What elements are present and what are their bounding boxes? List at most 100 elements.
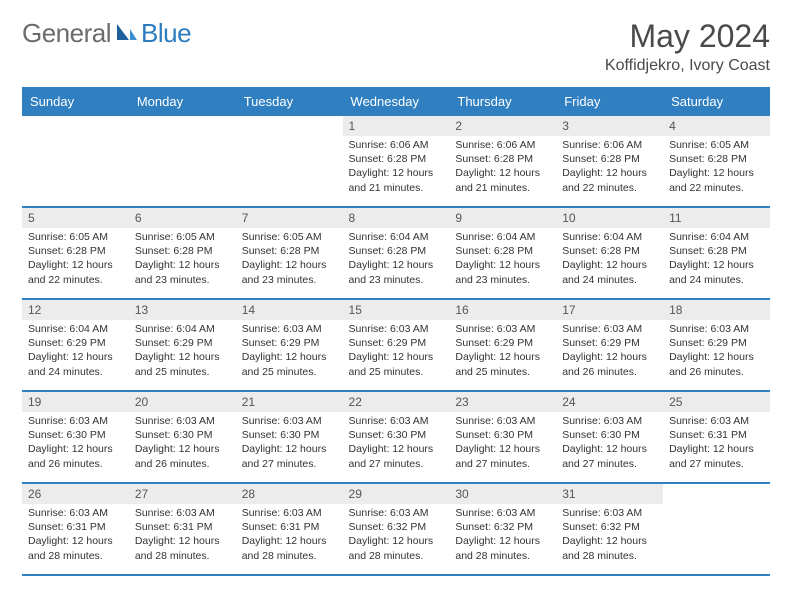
daylight-line: Daylight: 12 hours and 27 minutes. <box>455 442 550 470</box>
calendar-row: 5Sunrise: 6:05 AMSunset: 6:28 PMDaylight… <box>22 207 770 299</box>
calendar-cell: 4Sunrise: 6:05 AMSunset: 6:28 PMDaylight… <box>663 115 770 207</box>
sunrise-line: Sunrise: 6:03 AM <box>455 322 550 336</box>
calendar-cell: 7Sunrise: 6:05 AMSunset: 6:28 PMDaylight… <box>236 207 343 299</box>
calendar-cell: 25Sunrise: 6:03 AMSunset: 6:31 PMDayligh… <box>663 391 770 483</box>
day-content: Sunrise: 6:03 AMSunset: 6:29 PMDaylight:… <box>236 320 343 383</box>
sunrise-line: Sunrise: 6:04 AM <box>455 230 550 244</box>
day-number: 28 <box>236 484 343 504</box>
sunset-line: Sunset: 6:29 PM <box>242 336 337 350</box>
sunset-line: Sunset: 6:28 PM <box>562 244 657 258</box>
day-content: Sunrise: 6:06 AMSunset: 6:28 PMDaylight:… <box>556 136 663 199</box>
daylight-line: Daylight: 12 hours and 27 minutes. <box>562 442 657 470</box>
sunset-line: Sunset: 6:28 PM <box>455 244 550 258</box>
sunset-line: Sunset: 6:29 PM <box>349 336 444 350</box>
day-number: 17 <box>556 300 663 320</box>
calendar-cell: 20Sunrise: 6:03 AMSunset: 6:30 PMDayligh… <box>129 391 236 483</box>
weekday-header: Tuesday <box>236 88 343 115</box>
day-content: Sunrise: 6:03 AMSunset: 6:30 PMDaylight:… <box>556 412 663 475</box>
daylight-line: Daylight: 12 hours and 27 minutes. <box>242 442 337 470</box>
calendar-cell: 18Sunrise: 6:03 AMSunset: 6:29 PMDayligh… <box>663 299 770 391</box>
sunrise-line: Sunrise: 6:04 AM <box>669 230 764 244</box>
day-content: Sunrise: 6:03 AMSunset: 6:31 PMDaylight:… <box>236 504 343 567</box>
sunrise-line: Sunrise: 6:03 AM <box>242 322 337 336</box>
calendar-cell <box>236 115 343 207</box>
location: Koffidjekro, Ivory Coast <box>605 57 770 75</box>
daylight-line: Daylight: 12 hours and 24 minutes. <box>28 350 123 378</box>
day-number: 9 <box>449 208 556 228</box>
day-number: 31 <box>556 484 663 504</box>
sunrise-line: Sunrise: 6:03 AM <box>562 322 657 336</box>
sunrise-line: Sunrise: 6:03 AM <box>242 414 337 428</box>
day-number: 25 <box>663 392 770 412</box>
sunrise-line: Sunrise: 6:03 AM <box>349 414 444 428</box>
day-content: Sunrise: 6:05 AMSunset: 6:28 PMDaylight:… <box>129 228 236 291</box>
daylight-line: Daylight: 12 hours and 23 minutes. <box>135 258 230 286</box>
calendar-cell: 30Sunrise: 6:03 AMSunset: 6:32 PMDayligh… <box>449 483 556 575</box>
sunset-line: Sunset: 6:28 PM <box>349 152 444 166</box>
daylight-line: Daylight: 12 hours and 25 minutes. <box>349 350 444 378</box>
daylight-line: Daylight: 12 hours and 22 minutes. <box>562 166 657 194</box>
day-number: 20 <box>129 392 236 412</box>
daylight-line: Daylight: 12 hours and 23 minutes. <box>349 258 444 286</box>
daylight-line: Daylight: 12 hours and 28 minutes. <box>455 534 550 562</box>
sunset-line: Sunset: 6:30 PM <box>28 428 123 442</box>
weekday-header-row: Sunday Monday Tuesday Wednesday Thursday… <box>22 88 770 115</box>
sunrise-line: Sunrise: 6:05 AM <box>669 138 764 152</box>
daylight-line: Daylight: 12 hours and 28 minutes. <box>562 534 657 562</box>
day-number: 3 <box>556 116 663 136</box>
sunrise-line: Sunrise: 6:03 AM <box>455 506 550 520</box>
daylight-line: Daylight: 12 hours and 21 minutes. <box>455 166 550 194</box>
calendar-cell <box>129 115 236 207</box>
day-content: Sunrise: 6:04 AMSunset: 6:29 PMDaylight:… <box>129 320 236 383</box>
calendar-cell: 23Sunrise: 6:03 AMSunset: 6:30 PMDayligh… <box>449 391 556 483</box>
sunrise-line: Sunrise: 6:06 AM <box>455 138 550 152</box>
day-number: 10 <box>556 208 663 228</box>
calendar-cell: 19Sunrise: 6:03 AMSunset: 6:30 PMDayligh… <box>22 391 129 483</box>
daylight-line: Daylight: 12 hours and 23 minutes. <box>455 258 550 286</box>
sunset-line: Sunset: 6:30 PM <box>455 428 550 442</box>
sunset-line: Sunset: 6:29 PM <box>28 336 123 350</box>
calendar-cell: 1Sunrise: 6:06 AMSunset: 6:28 PMDaylight… <box>343 115 450 207</box>
calendar-cell <box>663 483 770 575</box>
calendar-cell: 22Sunrise: 6:03 AMSunset: 6:30 PMDayligh… <box>343 391 450 483</box>
sunrise-line: Sunrise: 6:03 AM <box>669 322 764 336</box>
calendar-cell <box>22 115 129 207</box>
daylight-line: Daylight: 12 hours and 27 minutes. <box>669 442 764 470</box>
day-content: Sunrise: 6:04 AMSunset: 6:28 PMDaylight:… <box>343 228 450 291</box>
title-block: May 2024 Koffidjekro, Ivory Coast <box>605 18 770 75</box>
sunrise-line: Sunrise: 6:04 AM <box>28 322 123 336</box>
day-content: Sunrise: 6:05 AMSunset: 6:28 PMDaylight:… <box>236 228 343 291</box>
sunset-line: Sunset: 6:30 PM <box>349 428 444 442</box>
sunrise-line: Sunrise: 6:05 AM <box>242 230 337 244</box>
calendar-cell: 17Sunrise: 6:03 AMSunset: 6:29 PMDayligh… <box>556 299 663 391</box>
day-number: 19 <box>22 392 129 412</box>
daylight-line: Daylight: 12 hours and 24 minutes. <box>562 258 657 286</box>
calendar-cell: 27Sunrise: 6:03 AMSunset: 6:31 PMDayligh… <box>129 483 236 575</box>
daylight-line: Daylight: 12 hours and 26 minutes. <box>669 350 764 378</box>
day-content: Sunrise: 6:03 AMSunset: 6:30 PMDaylight:… <box>22 412 129 475</box>
calendar-cell: 3Sunrise: 6:06 AMSunset: 6:28 PMDaylight… <box>556 115 663 207</box>
day-number: 29 <box>343 484 450 504</box>
calendar-cell: 28Sunrise: 6:03 AMSunset: 6:31 PMDayligh… <box>236 483 343 575</box>
day-content: Sunrise: 6:03 AMSunset: 6:32 PMDaylight:… <box>449 504 556 567</box>
sunset-line: Sunset: 6:31 PM <box>135 520 230 534</box>
sunrise-line: Sunrise: 6:06 AM <box>562 138 657 152</box>
daylight-line: Daylight: 12 hours and 22 minutes. <box>669 166 764 194</box>
day-number: 22 <box>343 392 450 412</box>
calendar-table: Sunday Monday Tuesday Wednesday Thursday… <box>22 87 770 576</box>
calendar-row: 12Sunrise: 6:04 AMSunset: 6:29 PMDayligh… <box>22 299 770 391</box>
daylight-line: Daylight: 12 hours and 28 minutes. <box>242 534 337 562</box>
calendar-cell: 31 Sunrise: 6:03 AMSunset: 6:32 PMDayligh… <box>556 483 663 575</box>
day-content: Sunrise: 6:03 AMSunset: 6:30 PMDaylight:… <box>449 412 556 475</box>
calendar-cell: 2Sunrise: 6:06 AMSunset: 6:28 PMDaylight… <box>449 115 556 207</box>
sunrise-line: Sunrise: 6:03 AM <box>669 414 764 428</box>
month-year: May 2024 <box>605 18 770 55</box>
daylight-line: Daylight: 12 hours and 28 minutes. <box>28 534 123 562</box>
sunrise-line: Sunrise: 6:03 AM <box>562 506 657 520</box>
daylight-line: Daylight: 12 hours and 21 minutes. <box>349 166 444 194</box>
calendar-cell: 16Sunrise: 6:03 AMSunset: 6:29 PMDayligh… <box>449 299 556 391</box>
sunset-line: Sunset: 6:32 PM <box>562 520 657 534</box>
sunset-line: Sunset: 6:30 PM <box>135 428 230 442</box>
daylight-line: Daylight: 12 hours and 25 minutes. <box>455 350 550 378</box>
calendar-cell: 10Sunrise: 6:04 AMSunset: 6:28 PMDayligh… <box>556 207 663 299</box>
